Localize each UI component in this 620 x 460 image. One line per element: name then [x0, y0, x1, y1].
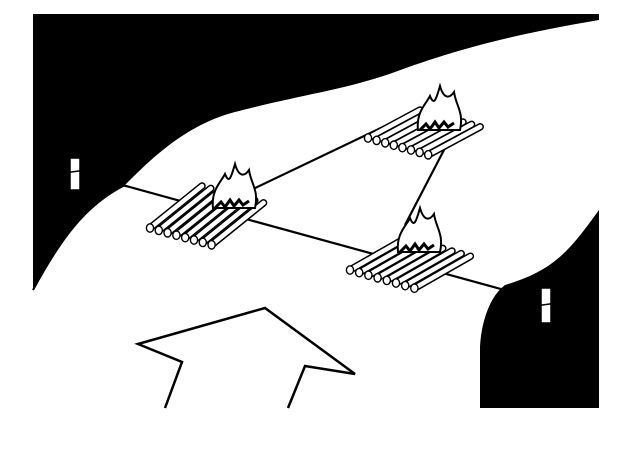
raft-log-end — [172, 230, 181, 241]
raft-log-end — [380, 137, 390, 148]
raft-log-end — [163, 227, 172, 238]
raft-bottom — [345, 204, 475, 294]
raft-log-end — [373, 272, 382, 283]
raft-log-end — [198, 237, 208, 248]
raft-log-end — [415, 147, 424, 158]
large-up-arrow-icon — [134, 306, 356, 409]
raft-log-end — [354, 267, 364, 278]
raft-log-end — [406, 145, 416, 155]
raft-log-end — [391, 278, 401, 288]
raft-log-fill — [147, 183, 205, 231]
rope-lines — [74, 125, 571, 310]
raft-log-fill — [347, 235, 409, 273]
raft-log-end — [145, 223, 155, 233]
raft-log-end — [154, 225, 164, 236]
raft-log-fill — [402, 251, 464, 288]
fire-icon — [211, 160, 258, 209]
raft-log-end — [389, 140, 399, 151]
raft-log-fill — [209, 200, 266, 248]
stake-left-bank — [63, 157, 87, 191]
raft-log-end — [423, 149, 433, 160]
raft-left — [145, 160, 268, 250]
fire-embers — [418, 119, 455, 132]
raft-top — [363, 82, 484, 160]
raft-log-fill — [384, 246, 446, 283]
raft-log-fill — [165, 188, 222, 236]
raft-log-end — [398, 142, 407, 153]
fire-embers — [213, 197, 250, 210]
raft-group — [145, 82, 484, 294]
raft-log-end — [180, 232, 190, 243]
fire-icon — [416, 82, 463, 131]
raft-log-end — [364, 270, 373, 281]
raft-log-end — [410, 283, 419, 294]
raft-log-end — [345, 265, 355, 275]
fire-embers — [398, 241, 435, 254]
raft-log-end — [372, 135, 381, 146]
raft-log-fill — [425, 124, 483, 158]
left-bank-edge — [32, 184, 126, 291]
raft-log-fill — [412, 253, 473, 291]
raft-log-end — [189, 235, 199, 245]
raft-log-fill — [156, 186, 214, 233]
raft-log-end — [400, 280, 410, 291]
raft-log-end — [207, 239, 216, 250]
raft-log-end — [363, 133, 373, 143]
raft-log-fill — [417, 122, 474, 155]
raft-log-end — [382, 275, 392, 286]
raft-log-fill — [365, 107, 423, 141]
stake-right-bank — [534, 287, 558, 324]
raft-log-fill — [393, 248, 455, 286]
fire-icon — [396, 204, 443, 253]
